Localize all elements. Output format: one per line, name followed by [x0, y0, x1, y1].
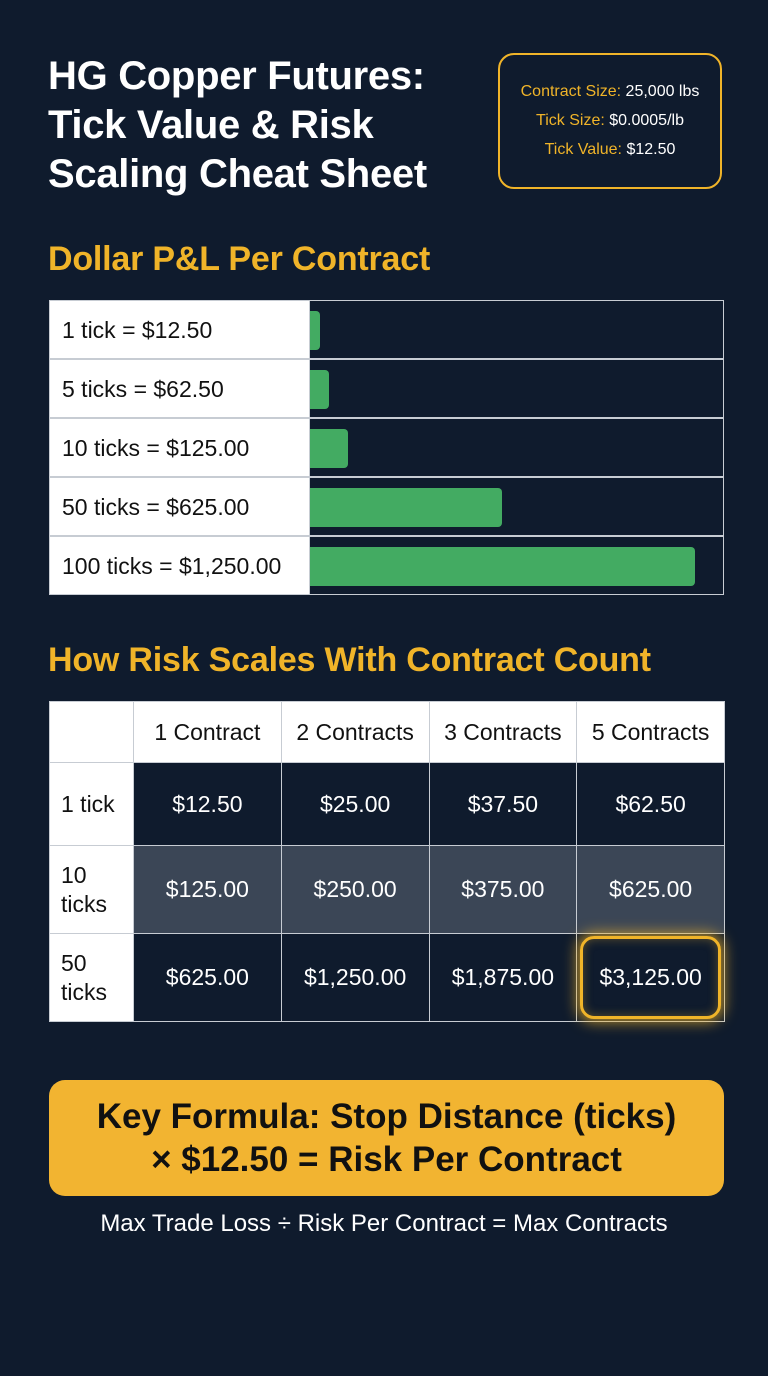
pl-bar [310, 547, 695, 586]
pl-bar [310, 488, 503, 527]
highlight-glow-box: $3,125.00 [580, 936, 721, 1019]
pl-row: 5 ticks = $62.50 [49, 359, 724, 418]
spec-value: 25,000 lbs [625, 83, 700, 100]
pl-row: 100 ticks = $1,250.00 [49, 536, 724, 595]
key-formula-box: Key Formula: Stop Distance (ticks) × $12… [49, 1080, 724, 1196]
column-header: 5 Contracts [576, 701, 725, 763]
pl-bar [310, 311, 320, 350]
spec-label: Contract Size: [520, 83, 622, 100]
max-contracts-footnote: Max Trade Loss ÷ Risk Per Contract = Max… [100, 1210, 668, 1237]
table-cell: $625.00 [576, 845, 725, 934]
spec-value: $12.50 [626, 141, 676, 158]
title-line-2: Tick Value & Risk [48, 103, 374, 147]
pl-bar-track [310, 418, 724, 477]
pl-bar-chart: 1 tick = $12.50 5 ticks = $62.50 10 ticks … [49, 300, 724, 597]
table-cell: $250.00 [280, 845, 430, 934]
pl-bar-label: 100 ticks = $1,250.00 [49, 536, 310, 595]
spec-contract-size: Contract Size: 25,000 lbs [521, 83, 700, 101]
table-header-row: 1 Contract 2 Contracts 3 Contracts 5 Con… [49, 701, 725, 763]
table-cell: $1,250.00 [280, 933, 430, 1022]
column-header: 2 Contracts [280, 701, 430, 763]
pl-bar-track [310, 359, 724, 418]
pl-bar-track [310, 300, 724, 359]
pl-bar-label: 5 ticks = $62.50 [49, 359, 310, 418]
spec-tick-size: Tick Size: $0.0005/lb [536, 112, 684, 130]
formula-line-1: Key Formula: Stop Distance (ticks) [96, 1097, 677, 1136]
pl-row: 10 ticks = $125.00 [49, 418, 724, 477]
pl-bar [310, 429, 349, 468]
contract-specs-box: Contract Size: 25,000 lbs Tick Size: $0.… [498, 53, 722, 189]
table-row: 10 ticks $125.00 $250.00 $375.00 $625.00 [49, 845, 725, 934]
page-title: HG Copper Futures: Tick Value & Risk Sca… [48, 52, 488, 199]
risk-scaling-table: 1 Contract 2 Contracts 3 Contracts 5 Con… [49, 701, 725, 1022]
highlighted-cell: $3,125.00 [576, 933, 725, 1022]
formula-line-2: × $12.50 = Risk Per Contract [151, 1140, 622, 1179]
column-header: 1 Contract [133, 701, 282, 763]
table-cell: $12.50 [133, 762, 282, 846]
table-cell: $125.00 [133, 845, 282, 934]
pl-bar-label: 50 ticks = $625.00 [49, 477, 310, 536]
table-cell: $375.00 [428, 845, 578, 934]
spec-label: Tick Size: [536, 112, 605, 129]
table-row: 1 tick $12.50 $25.00 $37.50 $62.50 [49, 762, 725, 846]
table-cell: $62.50 [576, 762, 725, 846]
title-line-1: HG Copper Futures: [48, 54, 425, 98]
table-corner-cell [49, 701, 134, 763]
table-cell: $1,875.00 [428, 933, 578, 1022]
column-header: 3 Contracts [428, 701, 578, 763]
table-row: 50 ticks $625.00 $1,250.00 $1,875.00 $3,1… [49, 933, 725, 1022]
pl-row: 50 ticks = $625.00 [49, 477, 724, 536]
pl-bar-label: 1 tick = $12.50 [49, 300, 310, 359]
spec-value: $0.0005/lb [609, 112, 684, 129]
table-cell: $625.00 [133, 933, 282, 1022]
row-label: 1 tick [49, 762, 134, 846]
spec-label: Tick Value: [544, 141, 622, 158]
pl-bar [310, 370, 330, 409]
row-label: 10 ticks [49, 845, 134, 934]
table-cell: $25.00 [280, 762, 430, 846]
risk-table-title: How Risk Scales With Contract Count [48, 641, 651, 679]
title-line-3: Scaling Cheat Sheet [48, 152, 427, 196]
row-label: 50 ticks [49, 933, 134, 1022]
pl-row: 1 tick = $12.50 [49, 300, 724, 359]
pl-bar-label: 10 ticks = $125.00 [49, 418, 310, 477]
pl-chart-title: Dollar P&L Per Contract [48, 240, 431, 278]
pl-bar-track [310, 477, 724, 536]
spec-tick-value: Tick Value: $12.50 [545, 141, 676, 159]
table-cell: $37.50 [428, 762, 578, 846]
pl-bar-track [310, 536, 724, 595]
